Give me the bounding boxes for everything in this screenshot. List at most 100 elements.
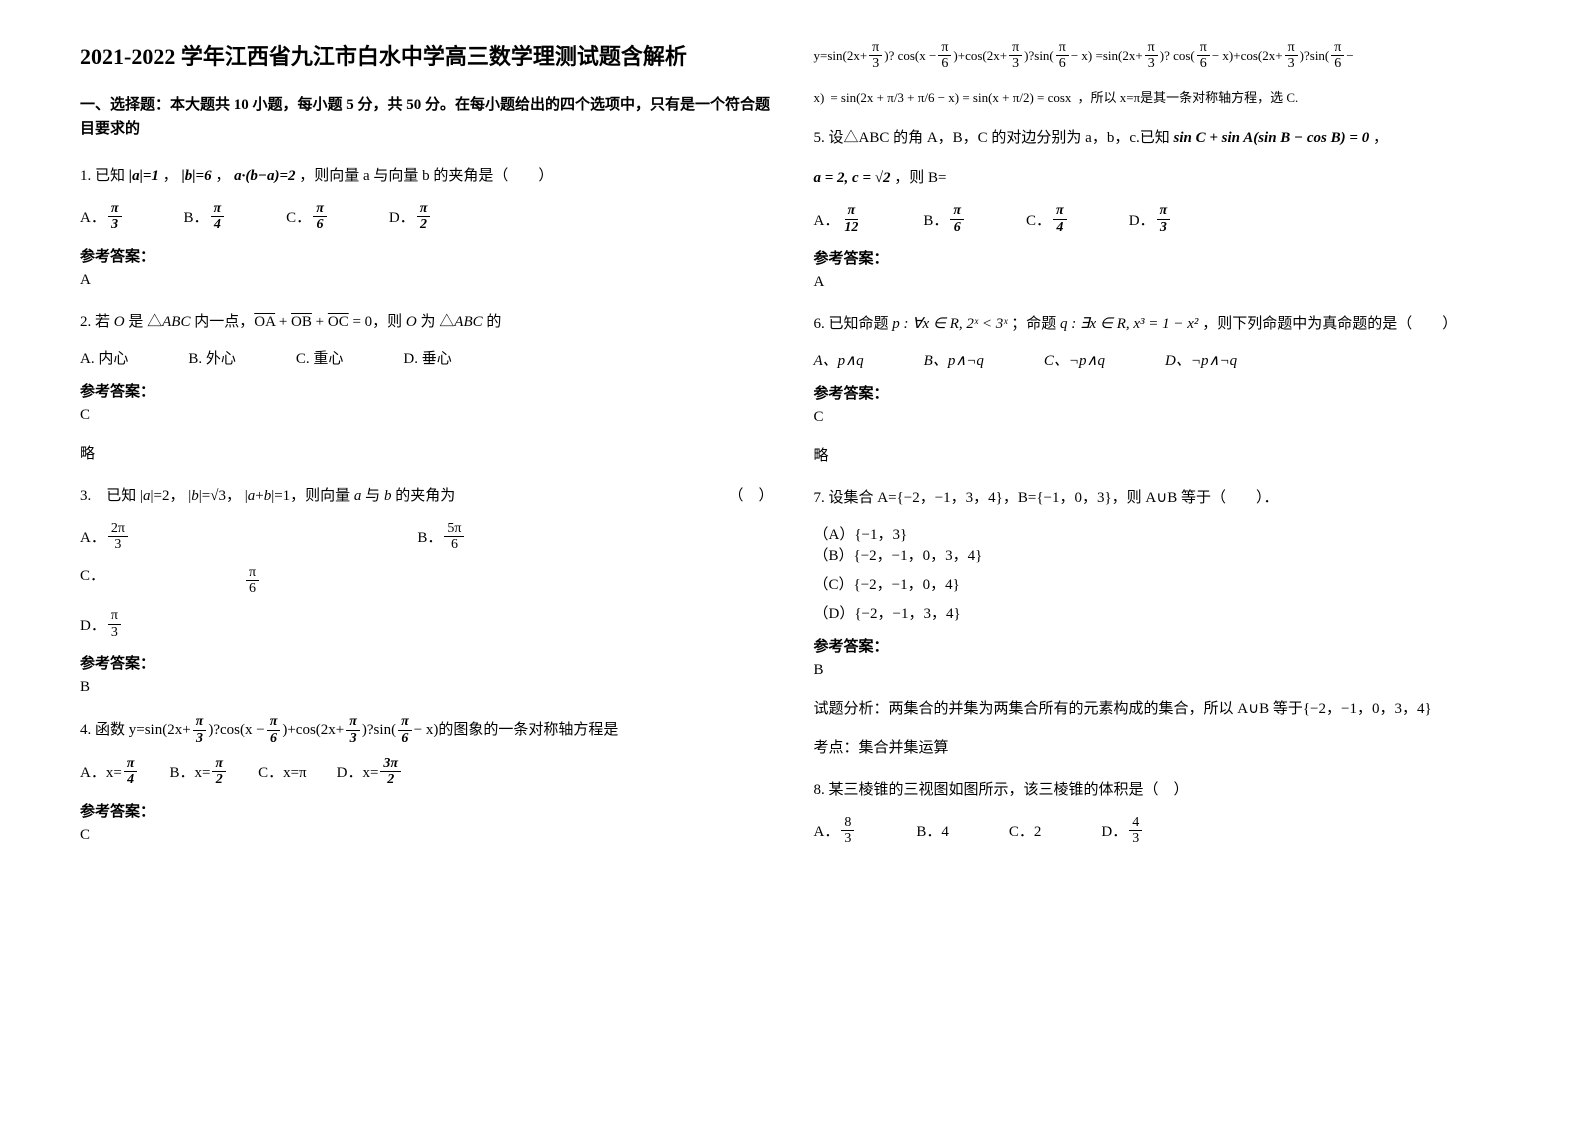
q1-opt-d: D． π2	[389, 201, 433, 233]
fraction-icon: 3π2	[380, 756, 401, 788]
q4-m1: )?cos(x −	[208, 715, 264, 745]
q2-opt-a: A. 内心	[80, 347, 128, 368]
num: π	[108, 201, 122, 217]
q7-opt-b: （B）{−2，−1，0，3，4}	[814, 544, 1161, 565]
fraction-icon: π3	[193, 714, 207, 746]
q6-opt-a: A、p∧q	[814, 349, 864, 370]
label: A．	[814, 820, 840, 841]
q1-s2: ，	[215, 168, 230, 184]
q3-paren: （ ）	[728, 481, 773, 511]
num: π	[1331, 40, 1344, 56]
q2-answer: C	[80, 407, 774, 424]
answer-label: 参考答案：	[80, 380, 774, 401]
t: x)	[814, 86, 825, 109]
t: )? cos(x −	[884, 44, 936, 67]
q5-post: ，则 B=	[894, 170, 946, 186]
fraction-icon: π6	[267, 714, 281, 746]
fraction-icon: π6	[1197, 40, 1210, 72]
q4-pre: 4. 函数 y=sin(2x+	[80, 715, 191, 745]
num: π	[124, 756, 138, 772]
num: 4	[1129, 815, 1142, 831]
num: π	[193, 714, 207, 730]
den: 6	[267, 731, 280, 746]
q1-c3: a·(b−a)=2	[234, 168, 295, 184]
den: 6	[398, 731, 411, 746]
q1-c2: |b|=6	[181, 168, 211, 184]
q5-stem2: a = 2, c = √2 ，则 B=	[814, 163, 1508, 193]
num: π	[1009, 40, 1022, 56]
q1-s1: ，	[163, 168, 178, 184]
fraction-icon: π3	[1009, 40, 1022, 72]
label: B．x=	[169, 761, 210, 782]
den: 6	[1331, 56, 1344, 71]
den: 12	[841, 220, 861, 235]
fraction-icon: π4	[211, 201, 225, 233]
answer-label: 参考答案：	[80, 245, 774, 266]
label: A．x=	[80, 761, 122, 782]
q2-opt-d: D. 垂心	[403, 347, 451, 368]
fraction-icon: π6	[313, 201, 327, 233]
label: A．	[814, 209, 840, 230]
q1-options: A． π3 B． π4 C． π6 D． π2	[80, 201, 774, 233]
q3-options: A． 2π3 B． 5π6 C． π6 D． π3	[80, 521, 774, 640]
label: B．	[417, 526, 442, 547]
label: A、p∧q	[814, 353, 864, 369]
q3-opt-a: A． 2π3	[80, 521, 357, 553]
q3-left: 3. 已知 |a|=2， |b|=√3， |a+b|=1，则向量 a 与 b 的…	[80, 481, 455, 511]
den: 2	[384, 772, 397, 787]
den: 6	[448, 537, 461, 552]
q5-pre: 5. 设△ABC 的角 A，B，C 的对边分别为 a，b，c.已知	[814, 130, 1170, 146]
q1-stem: 1. 已知 |a|=1 ， |b|=6 ， a·(b−a)=2 ，则向量 a 与…	[80, 161, 774, 191]
num: π	[398, 714, 412, 730]
q3-c3: |a+b|=1，则向量 a 与 b 的夹角为	[245, 488, 455, 504]
q5-opt-c: C． π4	[1026, 203, 1069, 235]
q6-mid: ；命题	[1011, 316, 1056, 332]
q1-opt-a: A． π3	[80, 201, 124, 233]
q3-c2: |b|=√3，	[188, 488, 241, 504]
label: C．	[1026, 209, 1051, 230]
q1-opt-b: B． π4	[184, 201, 227, 233]
q6-note: 略	[814, 444, 1508, 465]
fraction-icon: π3	[346, 714, 360, 746]
q8-options: A． 83 B．4 C．2 D． 43	[814, 815, 1508, 847]
den: 3	[108, 625, 121, 640]
num: π	[108, 608, 121, 624]
num: π	[938, 40, 951, 56]
num: 5π	[444, 521, 464, 537]
q4-m3: )?sin(	[362, 715, 396, 745]
fraction-icon: π6	[246, 565, 259, 597]
fraction-icon: 5π6	[444, 521, 464, 553]
t: )?sin(	[1300, 44, 1330, 67]
den: 6	[1197, 56, 1210, 71]
q4-opt-b: B．x= π2	[169, 756, 228, 788]
q7-analysis: 试题分析：两集合的并集为两集合所有的元素构成的集合，所以 A∪B 等于{−2，−…	[814, 697, 1508, 718]
fraction-icon: π3	[108, 201, 122, 233]
den: 6	[314, 217, 327, 232]
num: π	[417, 201, 431, 217]
den: 3	[1285, 56, 1298, 71]
left-column: 2021-2022 学年江西省九江市白水中学高三数学理测试题含解析 一、选择题：…	[60, 40, 794, 1082]
q3-c1: |a|=2，	[140, 488, 184, 504]
q2-options: A. 内心 B. 外心 C. 重心 D. 垂心	[80, 347, 774, 368]
num: π	[212, 756, 226, 772]
t: )+cos(2x+	[953, 44, 1007, 67]
num: π	[1056, 40, 1069, 56]
q6-q: q : ∃x ∈ R, x³ = 1 − x²	[1060, 316, 1198, 332]
fraction-icon: π6	[1056, 40, 1069, 72]
t: −	[1346, 44, 1353, 67]
fraction-icon: 83	[841, 815, 854, 847]
q2-note: 略	[80, 442, 774, 463]
num: π	[1145, 40, 1158, 56]
den: 3	[1145, 56, 1158, 71]
den: 3	[1157, 220, 1170, 235]
label: B．	[923, 209, 948, 230]
q2-opt-b: B. 外心	[188, 347, 236, 368]
den: 2	[213, 772, 226, 787]
answer-label: 参考答案：	[814, 247, 1508, 268]
tail: ，所以 x=π是其一条对称轴方程，选 C.	[1077, 86, 1298, 109]
q3-pre: 3. 已知	[80, 488, 136, 504]
q5-options: A． π12 B． π6 C． π4 D． π3	[814, 203, 1508, 235]
label: D、¬p∧¬q	[1165, 353, 1237, 369]
fraction-icon: 2π3	[108, 521, 128, 553]
q4-answer: C	[80, 827, 774, 844]
